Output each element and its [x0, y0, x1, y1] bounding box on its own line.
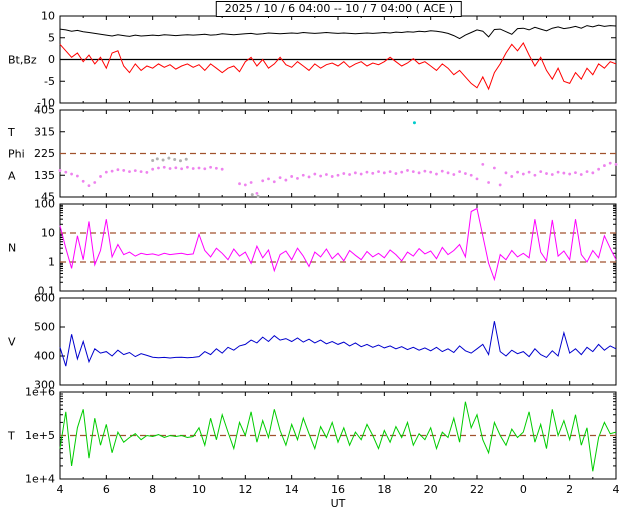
- y-tick-label: 500: [34, 321, 55, 334]
- panel-label-t: T: [7, 126, 15, 139]
- y-tick-label: 1e+6: [25, 386, 55, 399]
- panel-bt-bz: 10 5 0 -5 -10 Bt,Bz: [8, 10, 617, 110]
- panel-label-btbz: Bt,Bz: [8, 54, 37, 67]
- y-tick-label: 135: [34, 169, 55, 182]
- x-tick-label: 10: [192, 483, 206, 496]
- panel-label-v: V: [8, 336, 16, 349]
- y-tick-label: 225: [34, 147, 55, 160]
- x-tick-label: 16: [331, 483, 345, 496]
- panel-label-a: A: [8, 169, 16, 182]
- y-tick-label: 1: [48, 256, 55, 269]
- y-tick-label: 5: [48, 31, 55, 44]
- outlier-point: [173, 158, 177, 162]
- x-tick-label: 14: [285, 483, 299, 496]
- y-tick-label: 300: [34, 379, 55, 392]
- outlier-point: [412, 121, 416, 125]
- y-tick-label: 600: [34, 292, 55, 305]
- outlier-point: [184, 157, 188, 161]
- outlier-point: [155, 157, 159, 161]
- y-tick-label: 0: [48, 53, 55, 66]
- outlier-point: [151, 159, 155, 163]
- y-tick-label: 1e+5: [25, 429, 55, 442]
- x-tick-label: 12: [238, 483, 252, 496]
- x-tick-label: 22: [470, 483, 484, 496]
- series-N: [59, 207, 617, 282]
- x-axis-label: UT: [330, 497, 346, 510]
- panel-speed: 600 500 400 300 V: [8, 292, 617, 392]
- plot-title: 2025 / 10 / 6 04:00 -- 10 / 7 04:00 ( AC…: [215, 1, 463, 17]
- panel-label-t: T: [7, 430, 15, 443]
- y-tick-label: 315: [34, 125, 55, 138]
- x-tick-label: 2: [566, 483, 573, 496]
- x-tick-label: 0: [520, 483, 527, 496]
- y-tick-label: 45: [41, 191, 55, 204]
- panel-temperature: 1e+6 1e+5 1e+4 T 4 6 8 10 12 14 16 18 20 22 0 2 4: [7, 386, 620, 497]
- y-tick-label: -5: [44, 75, 55, 88]
- x-tick-label: 20: [424, 483, 438, 496]
- y-tick-label: 100: [34, 198, 55, 211]
- panel-density: 100 10 1 0.1 N: [8, 198, 617, 298]
- y-tick-label: 405: [34, 104, 55, 117]
- y-tick-label: 10: [41, 227, 55, 240]
- panel-label-n: N: [8, 242, 16, 255]
- series-T: [59, 401, 617, 472]
- outlier-point: [256, 194, 260, 198]
- panel-label-phi: Phi: [8, 148, 25, 161]
- x-tick-label: 8: [149, 483, 156, 496]
- y-tick-label: 0.1: [38, 285, 56, 298]
- x-tick-label: 4: [57, 483, 64, 496]
- y-tick-label: 400: [34, 350, 55, 363]
- series-V: [59, 321, 617, 367]
- series-Bt: [59, 24, 617, 40]
- outlier-point: [250, 193, 254, 197]
- series-Bz: [59, 42, 617, 91]
- x-tick-label: 18: [377, 483, 391, 496]
- panel-phi: 405 315 225 135 45 T Phi A: [7, 104, 618, 204]
- y-tick-label: 10: [41, 10, 55, 23]
- y-tick-label: 1e+4: [25, 473, 55, 486]
- x-tick-label: 6: [103, 483, 110, 496]
- x-tick-label: 4: [613, 483, 620, 496]
- y-tick-label: -10: [37, 97, 55, 110]
- outlier-point: [178, 159, 182, 163]
- series-Phi: [58, 161, 618, 195]
- outlier-point: [161, 158, 165, 162]
- outlier-point: [167, 156, 171, 160]
